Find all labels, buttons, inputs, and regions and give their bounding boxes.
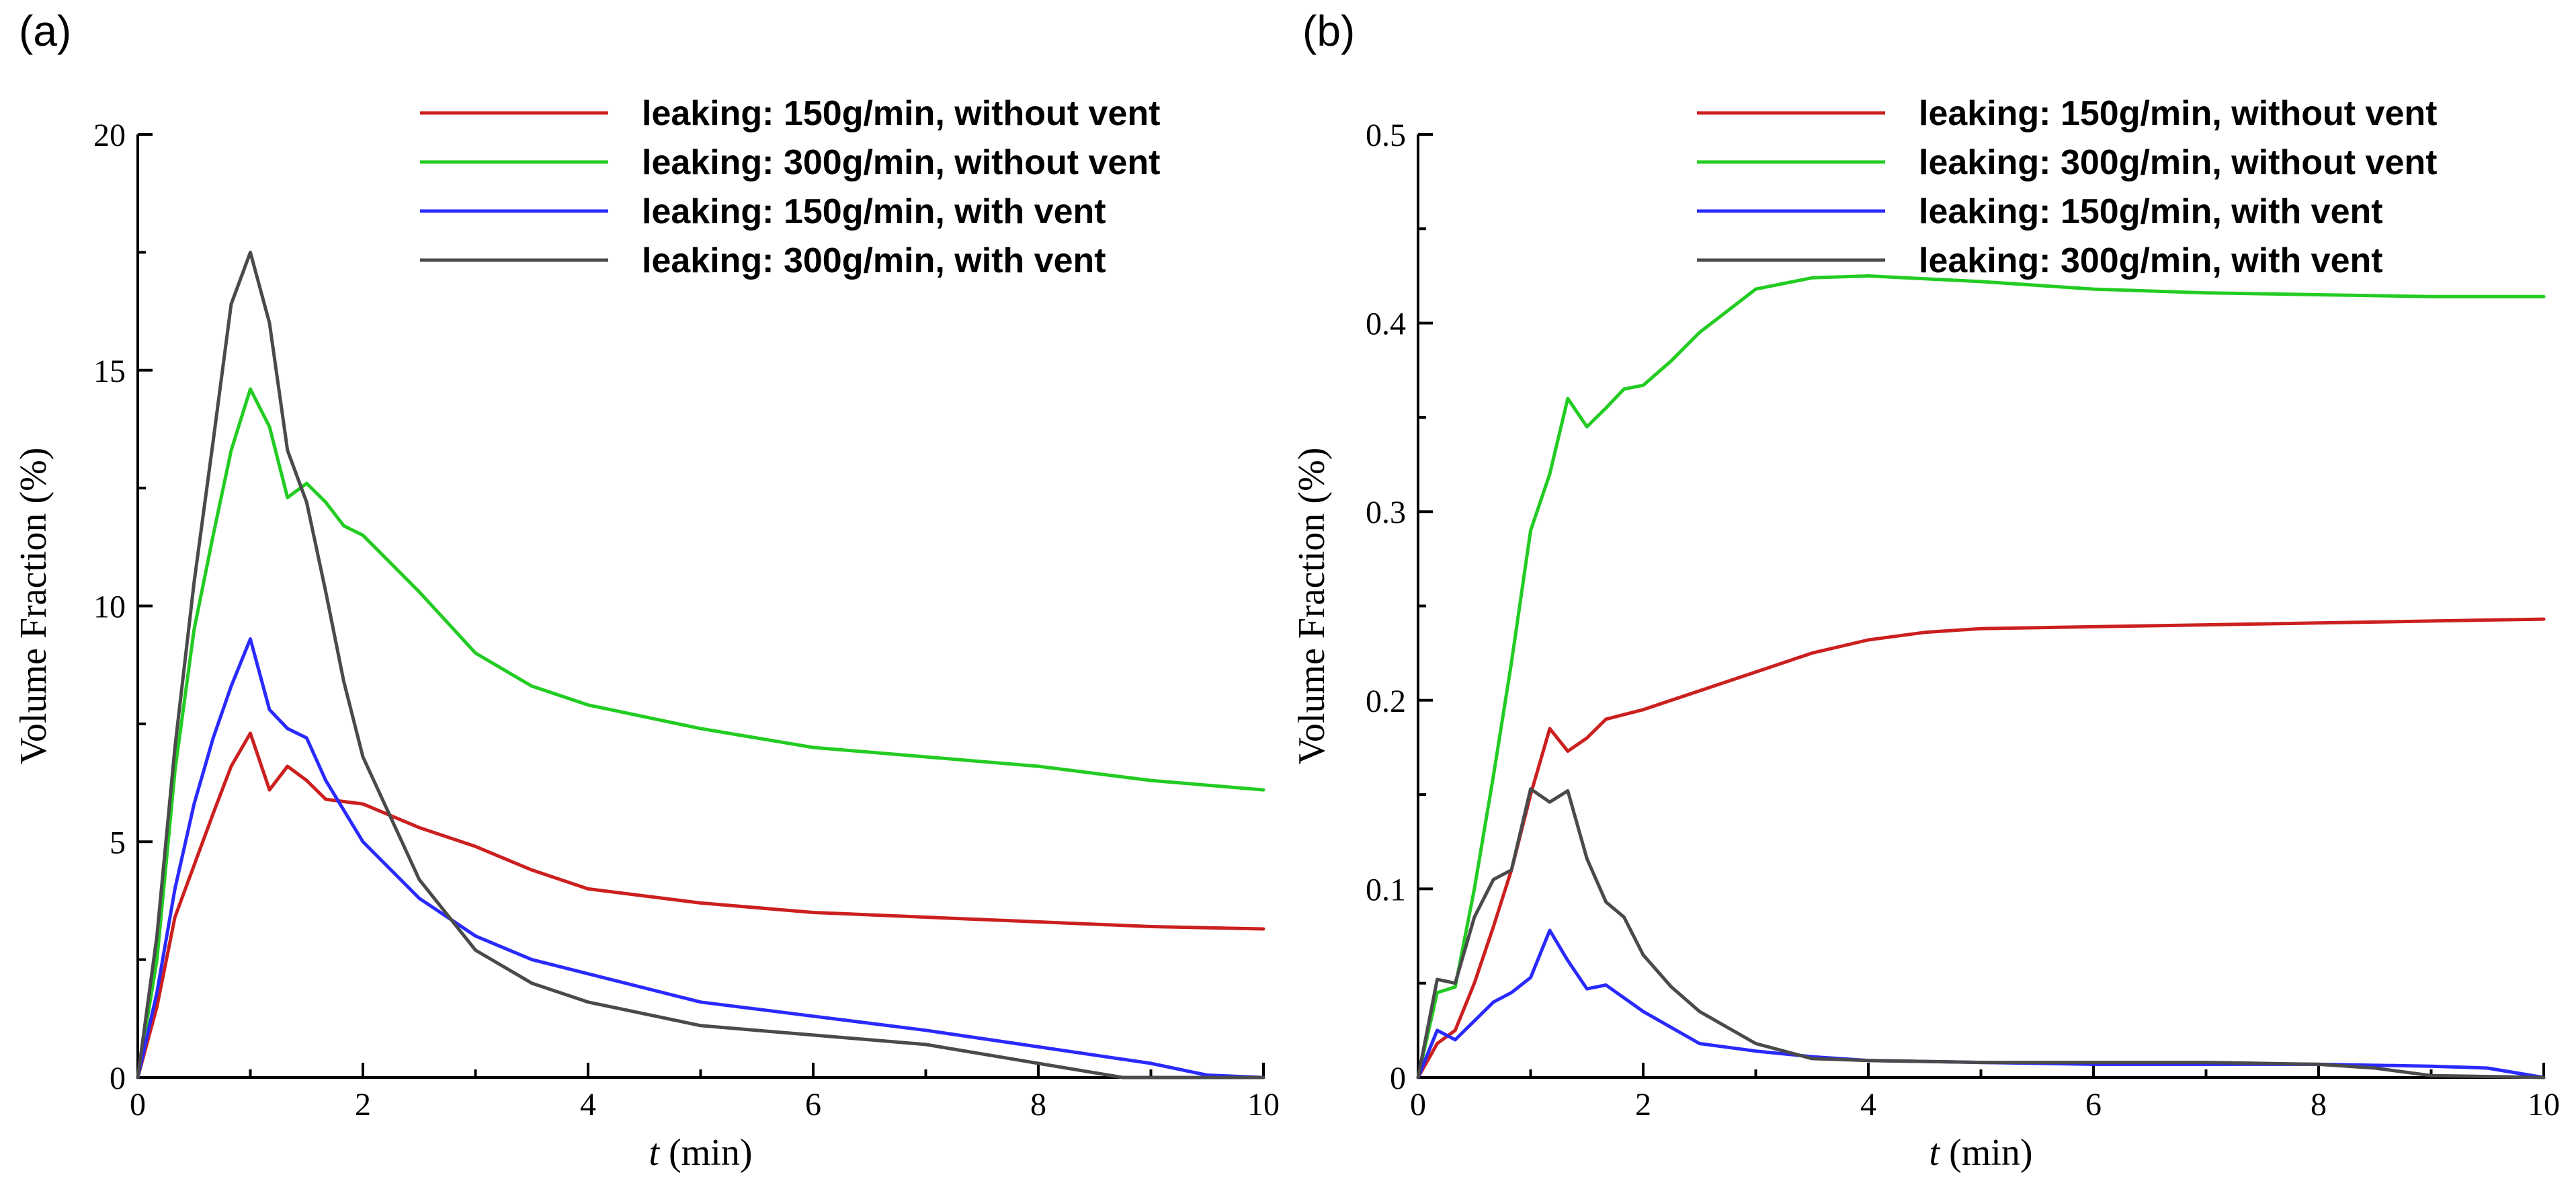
y-axis-title: Volume Fraction (%) bbox=[13, 448, 54, 765]
y-tick-label: 10 bbox=[93, 589, 126, 625]
x-tick-label: 4 bbox=[580, 1087, 596, 1123]
series-line-1 bbox=[136, 731, 1265, 1080]
x-tick-label: 10 bbox=[2528, 1087, 2560, 1123]
legend-label-3: leaking: 150g/min, with vent bbox=[642, 192, 1106, 231]
x-axis-title: t (min) bbox=[1929, 1132, 2033, 1174]
x-tick-label: 2 bbox=[1635, 1087, 1651, 1123]
y-tick-label: 0.2 bbox=[1366, 684, 1406, 719]
series-line-2 bbox=[136, 387, 1265, 1080]
x-tick-label: 10 bbox=[1247, 1087, 1280, 1123]
y-tick-label: 5 bbox=[110, 825, 126, 860]
panel-label: (b) bbox=[1302, 7, 1355, 55]
x-tick-label: 4 bbox=[1860, 1087, 1876, 1123]
x-tick-label: 6 bbox=[2085, 1087, 2102, 1123]
x-tick-label: 8 bbox=[1030, 1087, 1046, 1123]
y-tick-label: 0 bbox=[110, 1061, 126, 1096]
y-tick-label: 0.1 bbox=[1366, 872, 1406, 907]
series-line-4 bbox=[1416, 787, 2546, 1080]
legend-label-4: leaking: 300g/min, with vent bbox=[642, 241, 1106, 280]
panel-label: (a) bbox=[19, 7, 71, 55]
x-tick-label: 0 bbox=[1410, 1087, 1426, 1123]
legend-label-4: leaking: 300g/min, with vent bbox=[1919, 241, 2383, 280]
legend-label-3: leaking: 150g/min, with vent bbox=[1919, 192, 2383, 231]
chart-b: (b) 0 2 4 6 8 10 0 0.1 0.2 0.3 0.4 0.5 t (min) Volume … bbox=[1291, 7, 2560, 1174]
series-line-1 bbox=[1416, 617, 2546, 1080]
x-tick-label: 6 bbox=[805, 1087, 821, 1123]
y-tick-label: 15 bbox=[93, 354, 126, 389]
series-line-2 bbox=[1416, 274, 2546, 1080]
series-line-3 bbox=[1416, 928, 2546, 1080]
legend-label-1: leaking: 150g/min, without vent bbox=[642, 94, 1160, 133]
chart-a: (a) 0 2 4 6 8 10 0 5 10 15 20 t (min) Volume Fraction… bbox=[13, 7, 1280, 1174]
y-tick-label: 0.3 bbox=[1366, 495, 1406, 530]
x-axis-title: t (min) bbox=[649, 1132, 753, 1174]
x-tick-label: 0 bbox=[130, 1087, 146, 1123]
legend-label-2: leaking: 300g/min, without vent bbox=[1919, 143, 2437, 182]
y-axis-title: Volume Fraction (%) bbox=[1291, 448, 1333, 765]
legend-label-2: leaking: 300g/min, without vent bbox=[642, 143, 1160, 182]
y-tick-label: 0 bbox=[1390, 1061, 1406, 1096]
y-tick-label: 0.4 bbox=[1366, 307, 1406, 342]
y-tick-label: 20 bbox=[93, 118, 126, 153]
legend-label-1: leaking: 150g/min, without vent bbox=[1919, 94, 2437, 133]
x-tick-label: 2 bbox=[355, 1087, 371, 1123]
y-tick-label: 0.5 bbox=[1366, 118, 1406, 153]
series-line-3 bbox=[136, 637, 1265, 1080]
series-line-4 bbox=[136, 250, 1265, 1080]
x-tick-label: 8 bbox=[2311, 1087, 2327, 1123]
